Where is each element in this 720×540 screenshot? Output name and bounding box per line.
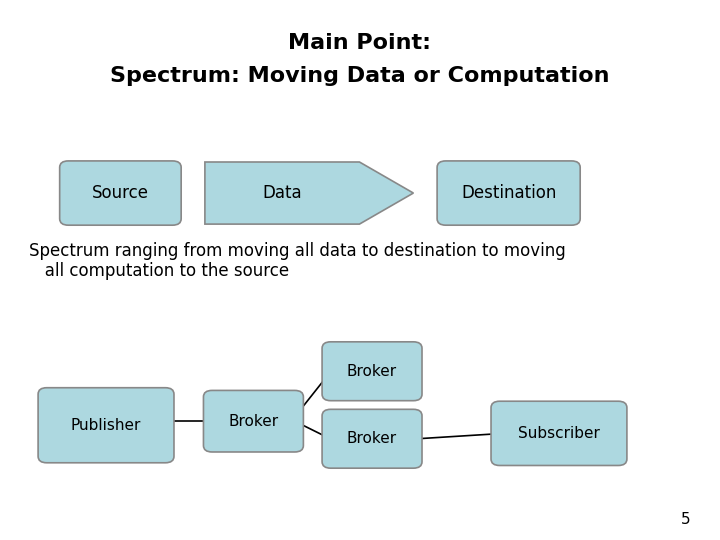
Text: Destination: Destination — [461, 184, 557, 202]
Text: Subscriber: Subscriber — [518, 426, 600, 441]
Text: 5: 5 — [680, 511, 690, 526]
Text: Spectrum: Moving Data or Computation: Spectrum: Moving Data or Computation — [109, 65, 609, 86]
Text: Publisher: Publisher — [71, 418, 141, 433]
Text: Main Point:: Main Point: — [288, 33, 431, 53]
Text: Data: Data — [262, 184, 302, 202]
FancyBboxPatch shape — [38, 388, 174, 463]
Text: Broker: Broker — [228, 414, 279, 429]
Text: Broker: Broker — [347, 431, 397, 446]
FancyBboxPatch shape — [491, 401, 627, 465]
Text: Broker: Broker — [347, 364, 397, 379]
Text: Source: Source — [92, 184, 149, 202]
Text: all computation to the source: all computation to the source — [29, 262, 289, 280]
FancyBboxPatch shape — [437, 161, 580, 225]
FancyBboxPatch shape — [60, 161, 181, 225]
Text: Spectrum ranging from moving all data to destination to moving: Spectrum ranging from moving all data to… — [29, 242, 565, 260]
FancyBboxPatch shape — [204, 390, 303, 452]
Polygon shape — [205, 162, 413, 224]
FancyBboxPatch shape — [322, 342, 422, 401]
FancyBboxPatch shape — [322, 409, 422, 468]
